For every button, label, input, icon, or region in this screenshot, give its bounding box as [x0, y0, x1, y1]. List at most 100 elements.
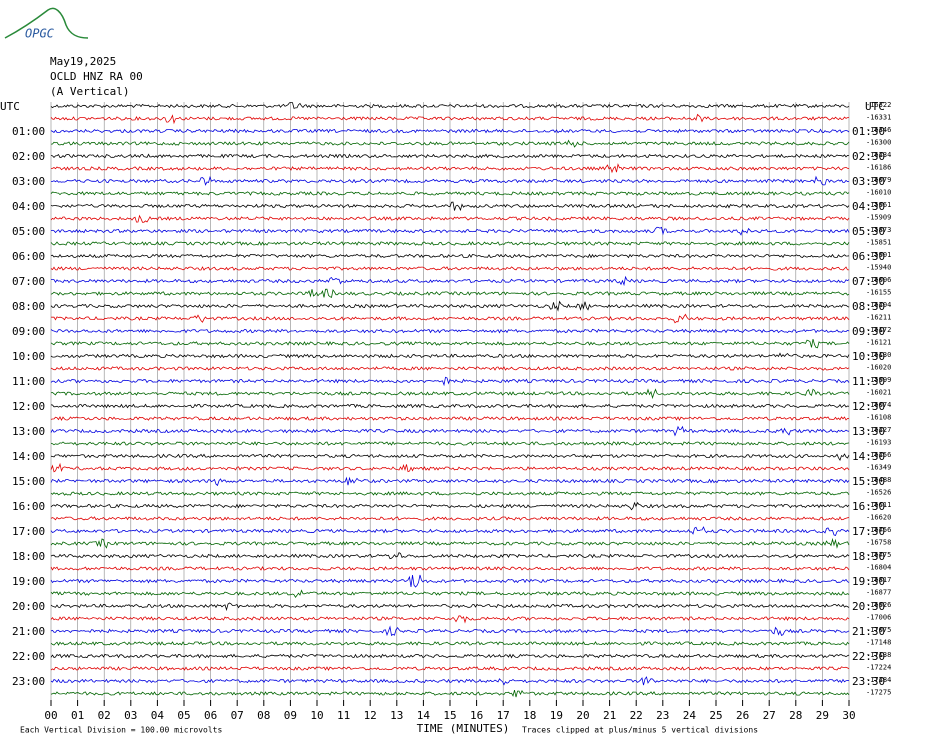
trace: [50, 574, 850, 588]
trace: [50, 376, 850, 387]
trace: [50, 128, 850, 134]
trace-offset: -16817: [866, 576, 891, 584]
trace: [50, 441, 850, 446]
trace-offset: -16877: [866, 589, 891, 597]
trace-offset: -16349: [866, 464, 891, 472]
trace: [50, 214, 850, 223]
trace-offset: -16926: [866, 601, 891, 609]
x-axis-title: TIME (MINUTES): [417, 722, 510, 735]
trace: [50, 191, 850, 196]
right-time-label: 13:30: [852, 425, 885, 438]
right-time-label: 15:30: [852, 475, 885, 488]
trace-offset: -15873: [866, 226, 891, 234]
trace-offset: -17284: [866, 676, 891, 684]
trace: [50, 366, 850, 371]
trace: [50, 102, 850, 109]
trace: [50, 476, 850, 487]
left-time-label: 07:00: [12, 275, 45, 288]
x-tick-label: 23: [656, 709, 669, 722]
left-time-label: 13:00: [12, 425, 45, 438]
trace: [50, 313, 850, 324]
x-tick-label: 17: [497, 709, 510, 722]
x-tick-label: 07: [231, 709, 244, 722]
trace-offset: -16256: [866, 451, 891, 459]
trace-offset: -16611: [866, 501, 891, 509]
trace: [50, 153, 850, 159]
trace-offset: -17006: [866, 614, 891, 622]
trace-offset: -16155: [866, 289, 891, 297]
right-time-label: 10:30: [852, 350, 885, 363]
date: May19,2025: [50, 55, 116, 68]
left-time-label: 18:00: [12, 550, 45, 563]
x-tick-label: 01: [71, 709, 84, 722]
trace-offset: -16331: [866, 114, 891, 122]
right-time-label: 09:30: [852, 325, 885, 338]
trace-offset: -15909: [866, 214, 891, 222]
left-time-label: 04:00: [12, 200, 45, 213]
x-tick-label: 05: [177, 709, 190, 722]
trace-offset: -17075: [866, 626, 891, 634]
trace-offset: -15901: [866, 251, 891, 259]
x-tick-label: 08: [257, 709, 270, 722]
x-tick-label: 10: [310, 709, 323, 722]
trace: [50, 201, 850, 212]
right-time-label: 19:30: [852, 575, 885, 588]
left-time-label: 23:00: [12, 675, 45, 688]
logo: OPGC: [25, 27, 55, 41]
left-time-label: 20:00: [12, 600, 45, 613]
x-tick-label: 21: [603, 709, 616, 722]
trace: [50, 653, 850, 659]
x-tick-label: 28: [789, 709, 802, 722]
logo-curve: [4, 7, 89, 39]
trace-offset: -16193: [866, 439, 891, 447]
trace-offset: -17148: [866, 639, 891, 647]
x-tick-label: 04: [151, 709, 165, 722]
x-tick-label: 29: [816, 709, 829, 722]
right-time-label: 05:30: [852, 225, 885, 238]
trace-offset: -16006: [866, 276, 891, 284]
trace-offset: -16804: [866, 564, 891, 572]
trace: [50, 388, 850, 400]
trace: [50, 526, 850, 537]
trace: [50, 113, 849, 125]
trace-offset: -16130: [866, 351, 891, 359]
left-time-label: 19:00: [12, 575, 45, 588]
trace: [50, 226, 850, 236]
trace-offset: -16346: [866, 126, 891, 134]
left-time-label: 09:00: [12, 325, 45, 338]
trace-offset: -16211: [866, 314, 891, 322]
trace-offset: -17224: [866, 664, 891, 672]
right-time-label: 06:30: [852, 250, 885, 263]
trace: [50, 501, 850, 511]
trace: [51, 175, 849, 186]
trace: [50, 516, 850, 521]
right-time-label: 07:30: [852, 275, 885, 288]
trace-offset: -16227: [866, 426, 891, 434]
left-time-label: 08:00: [12, 300, 45, 313]
x-tick-label: 09: [284, 709, 297, 722]
right-time-label: 21:30: [852, 625, 885, 638]
trace: [50, 241, 850, 246]
trace: [50, 689, 850, 698]
trace-offset: -16021: [866, 389, 891, 397]
station: OCLD HNZ RA 00: [50, 70, 143, 83]
right-time-label: 11:30: [852, 375, 885, 388]
trace: [50, 288, 850, 298]
left-time-label: 03:00: [12, 175, 45, 188]
trace-offset: -16620: [866, 514, 891, 522]
trace: [50, 328, 850, 334]
trace: [50, 403, 850, 409]
left-time-label: 10:00: [12, 350, 45, 363]
left-time-label: 17:00: [12, 525, 45, 538]
trace: [50, 300, 850, 312]
x-tick-label: 06: [204, 709, 217, 722]
trace: [50, 565, 850, 571]
trace-offset: -16488: [866, 476, 891, 484]
trace-offset: -16300: [866, 139, 891, 147]
trace: [50, 552, 850, 560]
trace-offset: -16074: [866, 401, 891, 409]
x-tick-label: 26: [736, 709, 749, 722]
right-time-label: 04:30: [852, 200, 885, 213]
trace: [50, 666, 850, 671]
